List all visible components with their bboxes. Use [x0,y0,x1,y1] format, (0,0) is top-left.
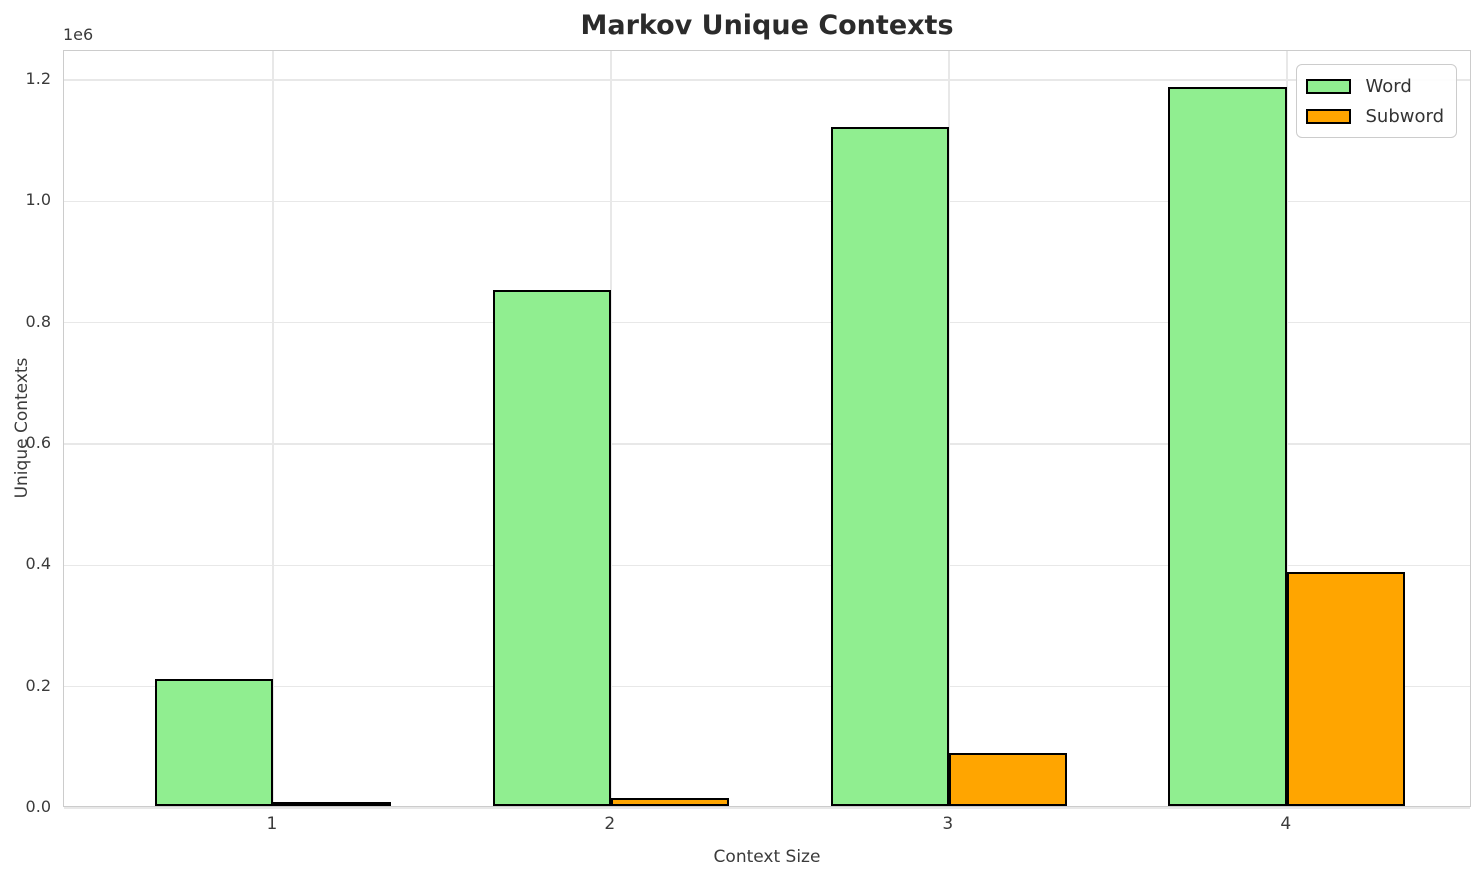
legend-label-word: Word [1365,75,1412,97]
ytick-label-0.0: 0.0 [25,797,51,816]
gridline-y-0.0 [64,807,1470,809]
ytick-label-0.2: 0.2 [25,675,51,695]
legend-item-word: Word [1306,73,1444,99]
ytick-label-0.8: 0.8 [25,311,51,331]
bar-subword-3 [948,753,1068,806]
x-axis-label: Context Size [713,847,821,867]
bar-word-1 [154,678,273,806]
chart-title: Markov Unique Contexts [580,10,954,41]
ytick-label-1.0: 1.0 [25,190,51,210]
legend-label-subword: Subword [1365,105,1444,127]
gridline-x-4 [1286,51,1288,806]
bar-word-4 [1168,87,1287,806]
xtick-label-2: 2 [604,814,616,834]
gridline-y-0.4 [64,564,1470,567]
gridline-y-0.6 [64,443,1470,445]
gridline-x-2 [610,51,612,806]
legend-swatch-subword [1306,108,1352,124]
bar-subword-4 [1286,572,1406,806]
legend-swatch-word [1306,78,1352,94]
bar-subword-2 [610,798,730,806]
xtick-label-3: 3 [942,814,954,834]
ytick-label-0.6: 0.6 [25,433,51,453]
y-axis-label: Unique Contexts [12,357,32,499]
gridline-y-0.8 [64,321,1470,324]
legend-item-subword: Subword [1306,103,1444,129]
y-axis-offset-label: 1e6 [63,25,94,44]
xtick-label-1: 1 [266,814,278,834]
ytick-label-1.2: 1.2 [25,69,51,89]
gridline-x-1 [272,51,274,806]
gridline-y-1.2 [64,79,1470,81]
legend: Word Subword [1296,64,1457,138]
gridline-y-0.2 [64,685,1470,688]
bar-word-3 [830,126,949,806]
bar-word-2 [492,290,611,806]
plot-area: Word Subword [63,50,1471,809]
gridline-x-3 [948,51,950,806]
bar-subword-1 [272,802,392,806]
ytick-label-0.4: 0.4 [25,554,51,574]
gridline-y-1.0 [64,200,1470,203]
xtick-label-4: 4 [1280,814,1292,834]
